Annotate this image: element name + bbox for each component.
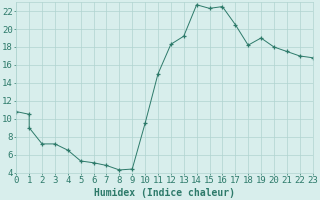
X-axis label: Humidex (Indice chaleur): Humidex (Indice chaleur)	[94, 188, 235, 198]
